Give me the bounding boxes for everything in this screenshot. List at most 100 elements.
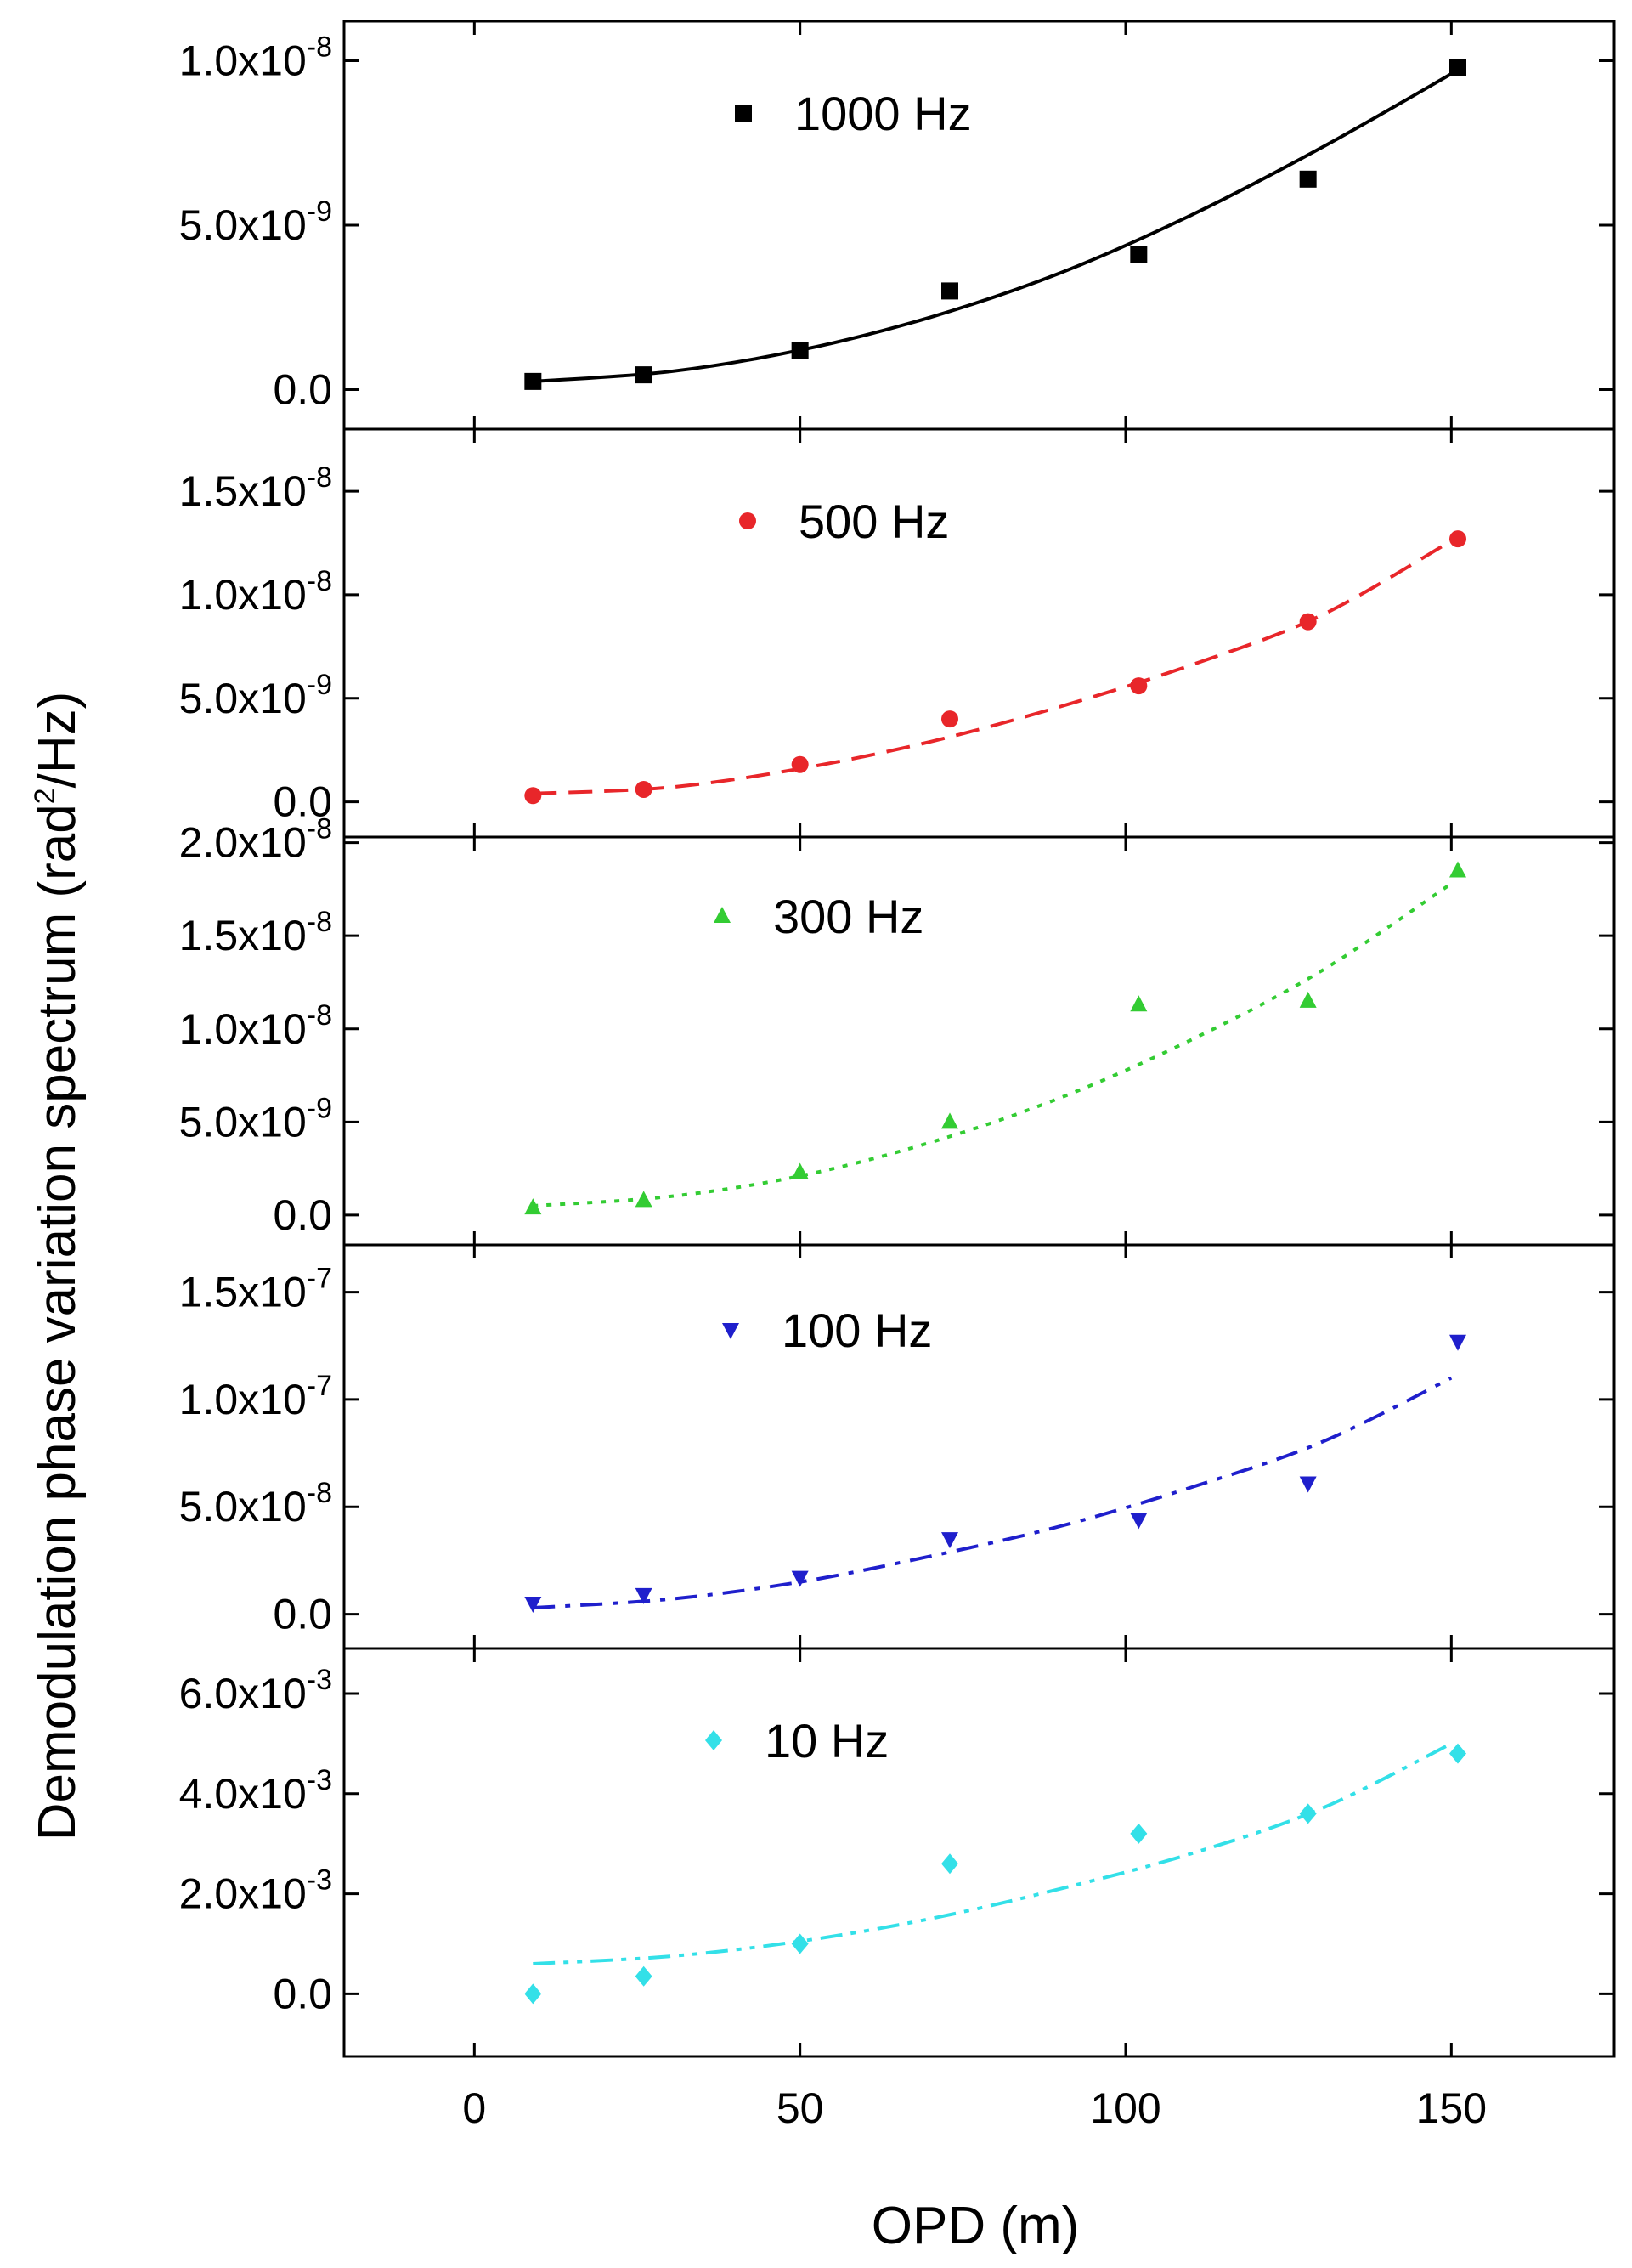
data-point [1299,613,1317,631]
y-tick-label: 5.0x10-9 [179,669,332,722]
y-tick-label: 5.0x10-8 [179,1477,332,1530]
legend-label: 500 Hz [799,495,949,548]
legend-label: 300 Hz [773,890,923,943]
y-tick-mantissa: 4.0x10 [179,1770,307,1818]
y-tick-exponent: -8 [307,31,332,63]
x-tick-label: 150 [1416,2084,1487,2132]
data-point [1449,59,1466,76]
data-point [1299,991,1317,1008]
data-point [1299,1476,1317,1493]
data-point [1130,246,1148,263]
data-point [1130,1513,1148,1530]
data-point [524,372,542,390]
y-tick-exponent: -7 [307,1263,332,1295]
data-point [1130,677,1148,695]
fit-curve [533,882,1453,1208]
fit-curve [533,1376,1453,1609]
legend-marker [705,1730,722,1750]
y-tick-label: 5.0x10-9 [179,195,332,249]
y-tick-exponent: -8 [307,1477,332,1509]
y-tick-mantissa: 1.0x10 [179,571,307,619]
data-point [1299,170,1317,188]
y-tick-exponent: -9 [307,669,332,701]
legend-marker [735,105,752,122]
data-point [635,1191,652,1208]
y-tick-label: 1.5x10-8 [179,461,332,515]
y-tick-label: 0.0 [273,1591,332,1638]
y-tick-exponent: -9 [307,1092,332,1124]
data-point [1449,1743,1466,1764]
y-tick-mantissa: 1.0x10 [179,37,307,84]
data-point [635,780,652,798]
data-point [635,1965,652,1987]
x-axis-label: OPD (m) [872,2197,1080,2255]
data-point [791,342,809,359]
fit-curve [533,1742,1453,1965]
y-tick-exponent: -3 [307,1664,332,1696]
data-point [941,1532,958,1549]
y-tick-exponent: -3 [307,1864,332,1897]
y-tick-label: 1.5x10-7 [179,1263,332,1316]
y-tick-mantissa: 0.0 [273,366,332,414]
y-tick-label: 5.0x10-9 [179,1092,332,1145]
y-tick-label: 0.0 [273,1191,332,1239]
y-axis-label-end: /Hz) [28,692,87,789]
y-tick-exponent: -8 [307,813,332,846]
data-point [524,787,542,805]
x-tick-label: 100 [1090,2084,1160,2132]
legend-label: 10 Hz [765,1714,889,1767]
data-point [1130,1823,1148,1844]
legend-marker [739,512,756,529]
y-tick-label: 2.0x10-8 [179,813,332,867]
y-tick-mantissa: 5.0x10 [179,1098,307,1145]
data-point [791,1933,809,1954]
data-point [524,1983,542,2005]
legend-marker [714,907,731,923]
legend-marker [722,1323,739,1339]
x-tick-label: 50 [776,2084,824,2132]
y-tick-label: 1.5x10-8 [179,906,332,959]
data-point [524,1596,542,1613]
y-tick-mantissa: 1.5x10 [179,467,307,515]
y-tick-label: 1.0x10-7 [179,1370,332,1423]
y-tick-mantissa: 5.0x10 [179,675,307,722]
data-point [1449,861,1466,878]
data-point [941,710,958,728]
y-tick-label: 4.0x10-3 [179,1764,332,1818]
y-tick-mantissa: 2.0x10 [179,1870,307,1918]
y-tick-mantissa: 1.0x10 [179,1005,307,1053]
panel-frame [342,427,1616,839]
y-tick-mantissa: 2.0x10 [179,819,307,867]
data-point [524,1198,542,1215]
y-tick-label: 1.0x10-8 [179,565,332,619]
data-point [941,282,958,300]
data-point [791,755,809,773]
y-tick-mantissa: 1.5x10 [179,1269,307,1316]
data-point [1449,1334,1466,1351]
legend-label: 1000 Hz [794,87,972,140]
y-tick-label: 6.0x10-3 [179,1664,332,1717]
y-tick-mantissa: 0.0 [273,1970,332,2017]
y-tick-exponent: -8 [307,565,332,597]
data-point [941,1112,958,1129]
y-tick-label: 0.0 [273,366,332,414]
y-tick-label: 0.0 [273,1970,332,2017]
data-point [791,1162,809,1179]
data-point [1299,1803,1317,1824]
panel-frame [342,1647,1616,2058]
fit-curve [533,539,1453,795]
y-tick-label: 0.0 [273,778,332,826]
panel-5: 0.02.0x10-34.0x10-36.0x10-310 Hz [179,1647,1616,2058]
data-point [1130,995,1148,1012]
y-tick-exponent: -9 [307,195,332,228]
y-axis-label-superscript: 2 [29,788,61,804]
y-axis-label-main: Demodulation phase variation spectrum (r… [28,804,87,1841]
y-axis-label: Demodulation phase variation spectrum (r… [28,692,87,1841]
panel-frame [342,1243,1616,1650]
y-tick-mantissa: 1.0x10 [179,1376,307,1423]
panel-frame [342,20,1616,431]
y-tick-exponent: -8 [307,906,332,938]
